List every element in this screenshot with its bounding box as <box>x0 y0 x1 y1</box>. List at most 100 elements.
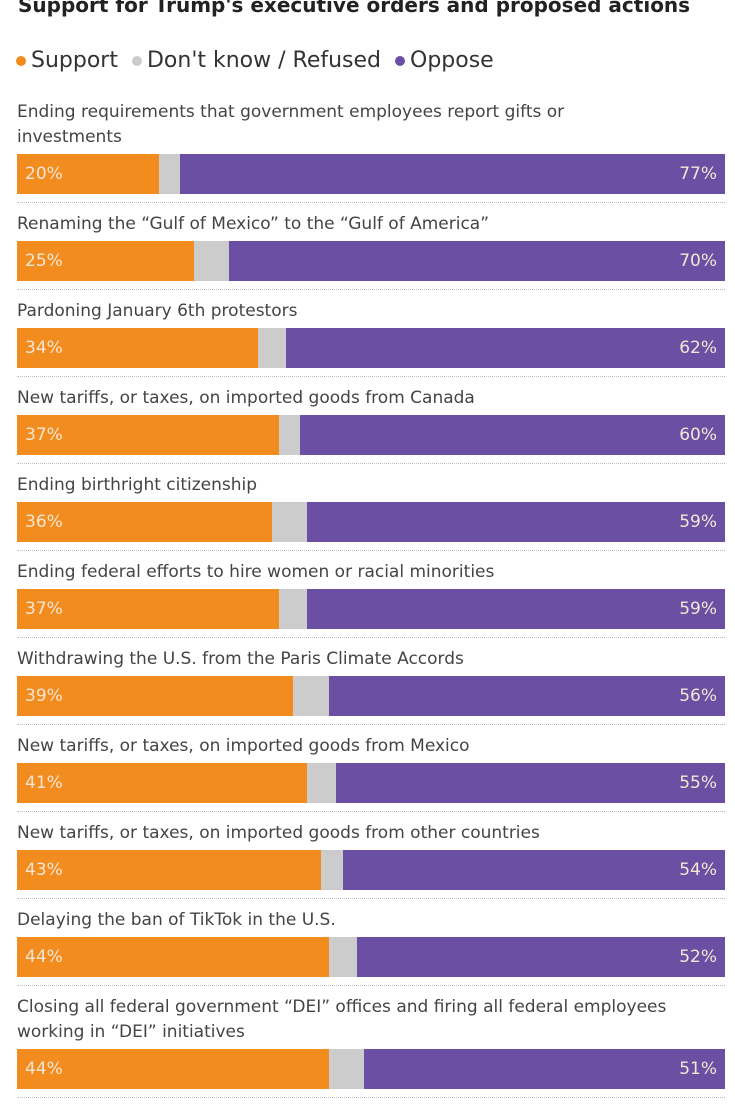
stacked-bar: 39% 56% <box>17 676 726 716</box>
row: Pardoning January 6th protestors 34% 62% <box>17 299 725 377</box>
category-label: Delaying the ban of TikTok in the U.S. <box>17 910 336 930</box>
bar-segment: 51% <box>363 1049 725 1089</box>
category-label: New tariffs, or taxes, on imported goods… <box>17 388 475 408</box>
legend-swatch <box>395 55 405 66</box>
category-label: Withdrawing the U.S. from the Paris Clim… <box>17 649 464 669</box>
bar-segment: 59% <box>307 502 725 542</box>
bar-segment <box>271 502 308 542</box>
page: Support for Trump's executive orders and… <box>16 0 726 1098</box>
value-label: 44% <box>25 1059 63 1079</box>
bar-segment: 55% <box>335 763 725 803</box>
stacked-bar: 43% 54% <box>17 850 725 890</box>
value-label: 59% <box>679 512 717 532</box>
value-label: 43% <box>25 860 63 880</box>
legend-item: Support <box>16 48 118 73</box>
bar-segment <box>158 154 180 194</box>
bar-segment: 44% <box>17 937 329 977</box>
bar-segment: 56% <box>328 676 726 716</box>
value-label: 20% <box>25 164 63 184</box>
value-label: 60% <box>679 425 717 445</box>
category-label: Ending federal efforts to hire women or … <box>17 562 495 582</box>
stacked-bar: 44% 51% <box>17 1049 725 1089</box>
value-label: 77% <box>679 164 717 184</box>
category-label: New tariffs, or taxes, on imported goods… <box>17 736 470 756</box>
category-label: Pardoning January 6th protestors <box>17 301 298 321</box>
category-label: Renaming the “Gulf of Mexico” to the “Gu… <box>17 214 490 234</box>
bar-segment <box>328 1049 364 1089</box>
row: Delaying the ban of TikTok in the U.S. 44… <box>17 908 725 986</box>
value-label: 54% <box>679 860 717 880</box>
bar-segment: 25% <box>17 241 194 281</box>
bars: Ending requirements that government empl… <box>17 100 726 1107</box>
value-label: 55% <box>679 773 717 793</box>
bar-segment: 41% <box>17 763 308 803</box>
stacked-bar: 37% 59% <box>17 589 725 629</box>
stacked-bar: 25% 70% <box>17 241 725 281</box>
row: Ending requirements that government empl… <box>17 100 725 203</box>
legend-label: Support <box>31 48 118 73</box>
bar-segment: 59% <box>307 589 725 629</box>
value-label: 56% <box>679 686 718 706</box>
legend-item: Don't know / Refused <box>131 48 381 73</box>
bar-segment: 54% <box>342 850 725 890</box>
value-label: 59% <box>679 599 717 619</box>
bar-segment: 37% <box>17 415 279 455</box>
bar-segment <box>278 589 308 629</box>
value-label: 41% <box>25 773 63 793</box>
bar-segment: 37% <box>17 589 279 629</box>
value-label: 34% <box>25 338 63 358</box>
bar-segment <box>307 763 336 803</box>
stacked-bar: 44% 52% <box>17 937 725 977</box>
row: New tariffs, or taxes, on imported goods… <box>17 734 725 812</box>
value-label: 25% <box>25 251 63 271</box>
bar-segment <box>328 937 357 977</box>
legend: Support Don't know / Refused Oppose <box>16 48 494 73</box>
category-label: Closing all federal government “DEI” off… <box>17 997 667 1042</box>
value-label: 51% <box>679 1059 717 1079</box>
stacked-bar: 34% 62% <box>17 328 725 368</box>
value-label: 52% <box>679 947 717 967</box>
chart-title: Support for Trump's executive orders and… <box>18 0 691 17</box>
bar-segment: 44% <box>17 1049 329 1089</box>
row: New tariffs, or taxes, on imported goods… <box>17 821 725 899</box>
bar-segment <box>321 850 343 890</box>
value-label: 70% <box>679 251 717 271</box>
bar-segment <box>194 241 230 281</box>
value-label: 36% <box>25 512 63 532</box>
bar-segment: 62% <box>286 328 725 368</box>
value-label: 37% <box>25 599 63 619</box>
category-label: New tariffs, or taxes, on imported goods… <box>17 823 540 843</box>
bar-segment <box>257 328 287 368</box>
row: Closing all federal government “DEI” off… <box>17 995 725 1098</box>
legend-swatch <box>131 55 142 66</box>
bar-segment: 52% <box>356 937 725 977</box>
value-label: 44% <box>25 947 63 967</box>
bar-segment: 36% <box>17 502 272 542</box>
row: Withdrawing the U.S. from the Paris Clim… <box>17 647 726 725</box>
value-label: 37% <box>25 425 63 445</box>
value-label: 62% <box>679 338 717 358</box>
legend-label: Oppose <box>410 48 494 73</box>
category-label: Ending birthright citizenship <box>17 475 258 495</box>
legend-swatch <box>16 55 26 66</box>
legend-item: Oppose <box>395 48 494 73</box>
bar-segment: 70% <box>229 241 725 281</box>
bar-segment <box>278 415 301 455</box>
bar-segment: 34% <box>17 328 258 368</box>
category-label: Ending requirements that government empl… <box>17 102 565 147</box>
bar-segment: 77% <box>179 154 725 194</box>
bar-segment: 43% <box>17 850 322 890</box>
stacked-bar: 41% 55% <box>17 763 725 803</box>
stacked-bar: 36% 59% <box>17 502 725 542</box>
row: Renaming the “Gulf of Mexico” to the “Gu… <box>17 212 725 290</box>
bar-segment: 39% <box>17 676 294 716</box>
row: Ending federal efforts to hire women or … <box>17 560 725 638</box>
legend-label: Don't know / Refused <box>146 48 381 73</box>
bar-segment: 20% <box>17 154 159 194</box>
bar-segment: 60% <box>300 415 725 455</box>
stacked-bar: 37% 60% <box>17 415 725 455</box>
value-label: 39% <box>25 686 63 706</box>
bar-segment <box>293 676 329 716</box>
stacked-bar: 20% 77% <box>17 154 725 194</box>
row: New tariffs, or taxes, on imported goods… <box>17 386 725 464</box>
